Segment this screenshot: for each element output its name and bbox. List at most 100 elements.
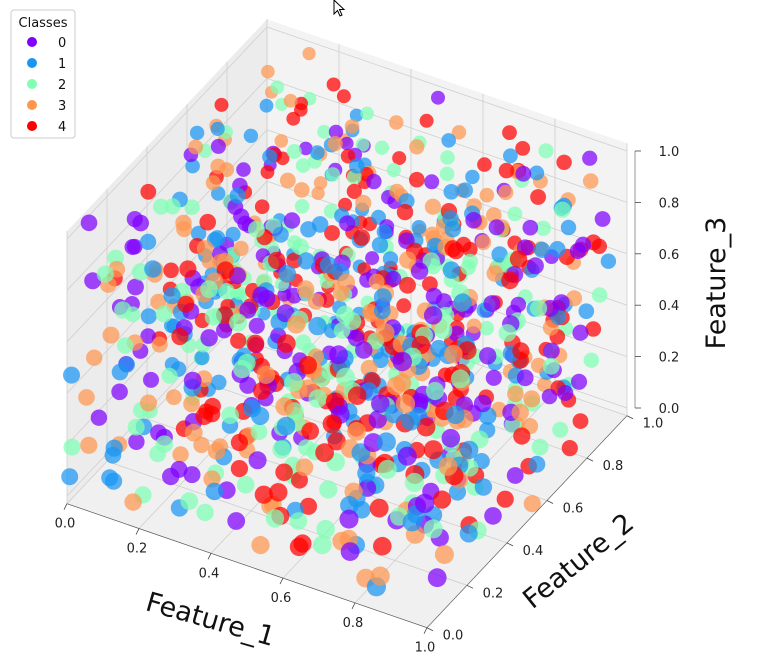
- class-0-point: [340, 136, 354, 151]
- class-0-point: [410, 262, 429, 280]
- class-2-point: [161, 367, 178, 384]
- class-1-point: [229, 187, 246, 204]
- class-2-point: [479, 320, 495, 336]
- class-0-point: [143, 371, 159, 388]
- class-2-point: [535, 220, 551, 236]
- class-0-point: [484, 507, 502, 525]
- class-4-point: [286, 252, 303, 269]
- class-1-point: [373, 302, 391, 320]
- class-2-point: [295, 158, 311, 173]
- class-3-point: [296, 280, 315, 298]
- legend-title: Classes: [19, 16, 68, 31]
- class-3-point: [375, 323, 395, 342]
- class-0-point: [84, 272, 102, 290]
- class-3-point: [507, 385, 524, 403]
- class-3-point: [295, 458, 314, 477]
- class-3-point: [399, 251, 417, 269]
- class-1-point: [140, 233, 157, 250]
- x-axis-label: Feature_1: [142, 587, 278, 653]
- class-3-point: [409, 139, 425, 155]
- class-0-point: [371, 394, 390, 413]
- class-4-point: [171, 327, 189, 346]
- class-2-point: [422, 252, 440, 270]
- class-2-point: [425, 381, 445, 401]
- class-3-point: [582, 173, 599, 189]
- class-4-point: [396, 298, 412, 314]
- class-4-point: [512, 342, 530, 360]
- class-2-point: [462, 253, 479, 270]
- class-0-point: [366, 173, 382, 190]
- class-4-point: [324, 225, 340, 241]
- class-3-point: [337, 273, 356, 292]
- class-3-point: [256, 365, 276, 384]
- class-2-point: [552, 421, 569, 438]
- class-3-point: [486, 265, 504, 282]
- class-2-point: [153, 198, 170, 215]
- class-2-point: [439, 166, 455, 182]
- class-0-point: [127, 278, 144, 296]
- class-1-point: [443, 184, 460, 200]
- x-tick-mark: [351, 602, 356, 610]
- class-1-point: [297, 252, 315, 270]
- class-1-point: [453, 293, 472, 312]
- class-4-point: [585, 321, 602, 337]
- x-tick-mark: [63, 503, 68, 510]
- class-2-point: [295, 334, 312, 351]
- class-2-point: [498, 324, 517, 342]
- y-tick-mark: [546, 500, 554, 504]
- class-0-point: [510, 296, 527, 313]
- class-3-point: [311, 186, 325, 200]
- class-1-point: [441, 133, 457, 148]
- class-3-point: [498, 184, 514, 201]
- class-0-point: [425, 287, 443, 305]
- class-1-point: [349, 108, 364, 123]
- z-axis-label: Feature_3: [701, 217, 732, 350]
- class-3-point: [80, 436, 98, 454]
- class-3-point: [444, 344, 463, 364]
- class-4-point: [513, 427, 531, 445]
- z-tick-label: 1.0: [659, 145, 680, 160]
- class-4-point: [530, 189, 546, 205]
- class-0-point: [124, 239, 141, 255]
- y-tick-mark: [626, 415, 634, 420]
- y-tick-label: 0.6: [563, 502, 584, 517]
- class-3-point: [193, 436, 210, 454]
- class-3-point: [434, 545, 454, 564]
- class-1-point: [262, 149, 278, 165]
- class-1-point: [444, 220, 462, 238]
- y-tick-mark: [426, 627, 434, 632]
- class-1-point: [140, 308, 157, 325]
- class-4-point: [515, 141, 531, 156]
- class-1-point: [411, 220, 427, 235]
- class-1-point: [63, 366, 80, 384]
- class-4-point: [252, 382, 271, 400]
- class-4-point: [322, 414, 342, 434]
- class-1-point: [529, 165, 545, 181]
- class-1-point: [340, 496, 359, 515]
- class-2-point: [272, 440, 291, 459]
- class-3-point: [438, 456, 458, 476]
- class-3-point: [274, 134, 289, 148]
- x-tick-label: 0.0: [55, 517, 76, 532]
- class-3-point: [175, 214, 192, 232]
- class-2-point: [507, 206, 523, 222]
- class-4-point: [315, 443, 334, 463]
- class-0-point: [516, 369, 534, 387]
- class-2-point: [531, 438, 549, 456]
- class-3-point: [511, 403, 529, 422]
- y-axis-label: Feature_2: [517, 508, 640, 616]
- class-4-point: [254, 199, 270, 214]
- class-4-point: [423, 440, 443, 460]
- class-2-point: [423, 519, 443, 539]
- class-1-point: [210, 374, 227, 391]
- class-0-point: [140, 328, 156, 344]
- class-1-point: [560, 219, 577, 236]
- class-0-point: [339, 215, 356, 232]
- class-4-point: [275, 463, 293, 482]
- legend-label-class-0: 0: [58, 36, 66, 51]
- class-2-point: [440, 150, 455, 165]
- class-3-point: [395, 394, 416, 414]
- class-0-point: [515, 165, 532, 182]
- class-3-point: [347, 422, 366, 441]
- class-2-point: [127, 418, 145, 436]
